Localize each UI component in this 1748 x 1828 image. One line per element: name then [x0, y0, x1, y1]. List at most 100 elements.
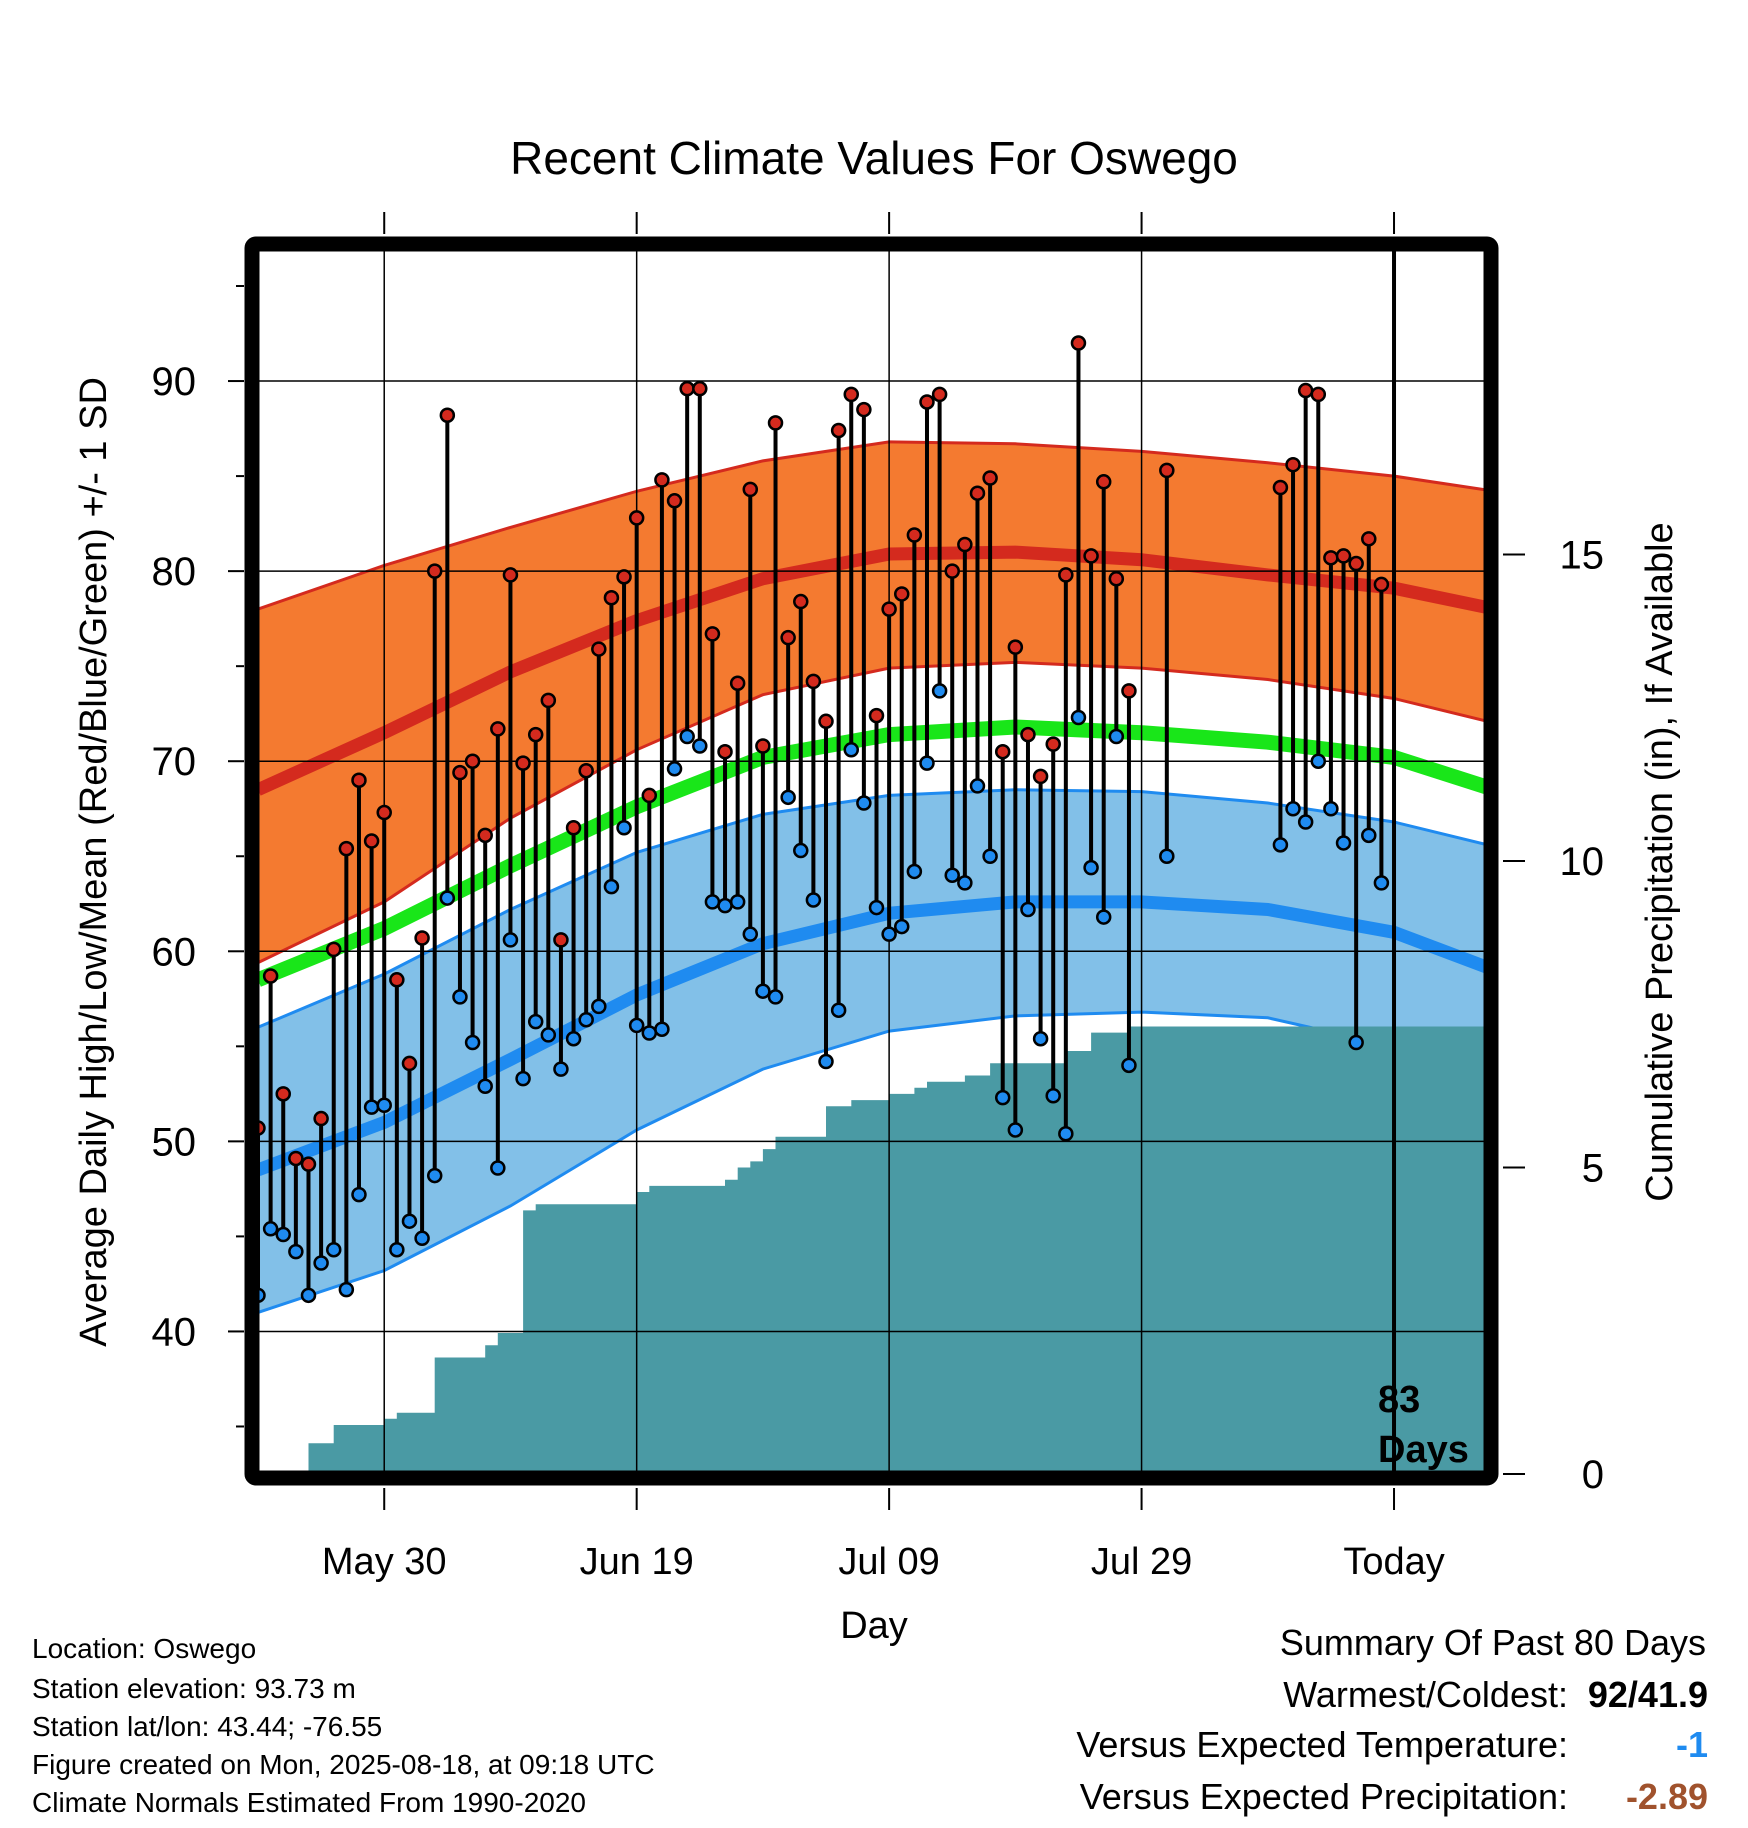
obs-low-point [414, 1230, 430, 1247]
obs-low-point [1272, 837, 1289, 853]
obs-high-point [692, 380, 708, 397]
obs-high-point [300, 1156, 317, 1172]
warmest-coldest-label: Warmest/Coldest: [1283, 1674, 1568, 1715]
obs-low-point [351, 1186, 367, 1203]
obs-high-point [742, 481, 759, 498]
obs-low-point [906, 863, 923, 880]
obs-low-point [452, 989, 468, 1005]
obs-low-point [338, 1281, 355, 1298]
summary-warmest-coldest: Warmest/Coldest: 92/41.9 [1283, 1674, 1708, 1716]
obs-low-point [729, 894, 746, 910]
obs-high-point [805, 673, 822, 690]
y-tick-label: 40 [152, 1310, 197, 1354]
obs-high-point [1335, 548, 1352, 564]
obs-high-point [767, 415, 784, 431]
obs-high-point [856, 401, 872, 418]
obs-low-point [313, 1255, 329, 1271]
obs-high-point [540, 692, 557, 709]
obs-high-point [919, 394, 935, 410]
y2-tick-label: 15 [1560, 534, 1605, 578]
obs-high-point [1297, 382, 1314, 399]
plot-frame [244, 236, 1499, 1486]
obs-high-point [666, 493, 683, 509]
obs-high-point [351, 772, 367, 788]
y2-axis-label: Cumulative Precipitation (in), If Availa… [1639, 522, 1681, 1201]
obs-high-point [591, 641, 607, 657]
obs-low-point [957, 875, 973, 891]
y2-tick-label: 0 [1582, 1453, 1604, 1497]
obs-low-point [805, 892, 822, 908]
obs-low-point [275, 1226, 291, 1243]
obs-high-point [490, 721, 506, 737]
obs-high-point [881, 601, 897, 617]
x-axis-label: Day [840, 1605, 908, 1647]
obs-low-point [717, 897, 733, 914]
obs-high-point [603, 589, 620, 606]
obs-low-point [969, 778, 986, 794]
obs-low-point [363, 1099, 380, 1115]
y-tick-label: 60 [152, 930, 197, 974]
obs-low-point [666, 761, 683, 777]
summary-precipitation: Versus Expected Precipitation: -2.89 [1080, 1776, 1708, 1818]
obs-low-point [1020, 901, 1036, 918]
obs-high-point [868, 707, 885, 724]
obs-low-point [1373, 875, 1390, 891]
summary-temperature: Versus Expected Temperature: -1 [1076, 1724, 1708, 1766]
obs-high-point [780, 629, 796, 646]
obs-high-point [1058, 567, 1074, 583]
obs-low-point [300, 1287, 317, 1304]
obs-low-point [679, 728, 695, 745]
summary-title: Summary Of Past 80 Days [1279, 1622, 1706, 1663]
obs-low-point [616, 819, 632, 836]
obs-low-point [931, 683, 948, 699]
station-info: Location: Oswego Station elevation: 93.7… [32, 1632, 655, 1820]
obs-low-point [1348, 1034, 1364, 1051]
obs-high-point [464, 753, 481, 769]
obs-low-point [477, 1078, 493, 1094]
precip-anomaly-label: Versus Expected Precipitation: [1079, 1776, 1568, 1817]
obs-high-point [616, 569, 632, 585]
normal-low-band [258, 789, 1495, 1313]
elevation-text: Station elevation: 93.73 m [32, 1673, 356, 1704]
obs-low-point [439, 890, 456, 906]
obs-high-point [502, 567, 519, 583]
obs-high-point [262, 968, 279, 984]
x-tick-label: Jul 29 [1091, 1541, 1192, 1583]
obs-low-point [464, 1034, 481, 1051]
obs-high-point [969, 485, 986, 501]
obs-low-point [258, 1287, 266, 1304]
warmest-coldest-value: 92/41.9 [1587, 1674, 1708, 1715]
obs-high-point [641, 787, 658, 804]
plot-area [258, 248, 1495, 1474]
obs-low-point [982, 848, 998, 864]
obs-low-point [1058, 1126, 1074, 1142]
x-tick-label: Today [1343, 1541, 1444, 1583]
obs-low-point [578, 1011, 594, 1028]
obs-low-point [1335, 835, 1352, 851]
obs-high-point [338, 840, 355, 857]
obs-high-point [325, 941, 342, 958]
created-text: Figure created on Mon, 2025-08-18, at 09… [32, 1749, 655, 1780]
obs-high-point [1323, 550, 1339, 566]
obs-high-point [426, 563, 443, 579]
obs-low-point [843, 742, 860, 758]
obs-low-point [868, 899, 885, 916]
obs-high-point [1285, 456, 1301, 473]
obs-low-point [325, 1241, 342, 1258]
obs-high-point [994, 743, 1011, 760]
obs-high-point [843, 386, 860, 403]
obs-high-point [565, 819, 582, 836]
obs-high-point [818, 713, 834, 730]
obs-low-point [376, 1097, 392, 1113]
obs-low-point [1095, 909, 1112, 925]
obs-low-point [389, 1241, 405, 1258]
obs-high-point [389, 972, 405, 988]
obs-low-point [1007, 1122, 1024, 1138]
obs-low-point [1045, 1087, 1061, 1104]
obs-low-point [881, 926, 897, 942]
obs-low-point [1323, 800, 1339, 817]
obs-low-point [288, 1243, 304, 1260]
precip-anomaly-value: -2.89 [1625, 1776, 1708, 1817]
obs-high-point [313, 1110, 329, 1127]
